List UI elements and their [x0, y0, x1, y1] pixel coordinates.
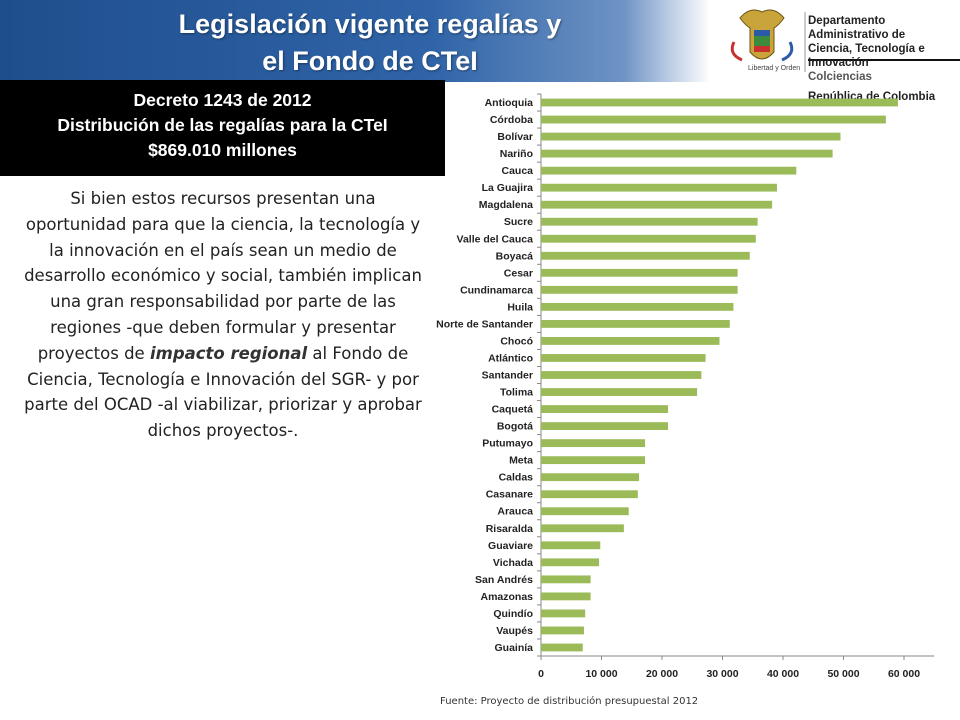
bar — [541, 319, 730, 328]
bar — [541, 592, 591, 601]
bar — [541, 439, 646, 448]
header-banner — [0, 0, 960, 82]
category-label: Sucre — [504, 216, 533, 228]
category-label: Vaupés — [496, 625, 533, 637]
category-label: Nariño — [500, 148, 533, 160]
category-label: Norte de Santander — [436, 318, 533, 330]
bar — [541, 200, 773, 209]
category-label: Valle del Cauca — [457, 233, 534, 245]
bar — [541, 456, 646, 465]
category-label: Boyacá — [496, 250, 534, 262]
x-tick-label: 20 000 — [646, 668, 678, 680]
x-tick-label: 50 000 — [827, 668, 859, 680]
body-paragraph: Si bien estos recursos presentan una opo… — [22, 186, 424, 444]
bar — [541, 98, 898, 107]
category-label: Meta — [509, 455, 533, 467]
regalias-bar-chart: Antioquia Córdoba Bolívar Nariño Cauca La Gua… — [436, 93, 935, 680]
bar — [541, 166, 797, 175]
source-note: Fuente: Proyecto de distribución presupu… — [440, 696, 699, 707]
category-label: Risaralda — [486, 523, 533, 535]
body-emphasis: impacto regional — [149, 343, 308, 363]
bar — [541, 268, 738, 277]
bar — [541, 217, 758, 226]
category-label: Vichada — [493, 557, 533, 569]
bar — [541, 558, 600, 567]
bar — [541, 473, 640, 482]
category-label: Cundinamarca — [460, 284, 533, 296]
bar — [541, 302, 734, 311]
category-label: La Guajira — [482, 182, 534, 194]
category-label: Magdalena — [479, 199, 533, 211]
logo-line-1: Departamento Administrativo de — [808, 15, 906, 41]
page-title: Legislación vigente regalías y el Fondo … — [100, 6, 640, 80]
decree-line-2: Distribución de las regalías para la CTe… — [57, 115, 388, 135]
bar — [541, 388, 698, 396]
x-tick-label: 60 000 — [888, 668, 920, 680]
category-label: Cesar — [504, 267, 533, 279]
bar — [541, 524, 624, 533]
category-label: Bogotá — [497, 421, 533, 433]
bar — [541, 115, 886, 124]
bar — [541, 132, 841, 141]
bar — [541, 609, 586, 618]
bar — [541, 626, 584, 635]
category-label: Antioquia — [485, 97, 534, 109]
bar — [541, 149, 833, 158]
category-label: Atlántico — [488, 352, 533, 364]
category-label: Amazonas — [480, 591, 533, 603]
title-line-1: Legislación vigente regalías y — [178, 9, 562, 39]
bar — [541, 405, 669, 413]
category-label: Guainía — [494, 642, 533, 654]
bar — [541, 575, 591, 584]
bar — [541, 234, 756, 243]
bar — [541, 354, 706, 362]
bar — [541, 507, 629, 516]
body-text-part-2: al Fondo de Ciencia, Tecnología e Innova… — [24, 343, 422, 441]
category-label: Caldas — [499, 472, 534, 484]
logo-text: Departamento Administrativo de Ciencia, … — [808, 14, 960, 104]
decree-box: Decreto 1243 de 2012 Distribución de las… — [0, 80, 445, 176]
category-label: Caquetá — [492, 404, 534, 416]
logo-motto: Libertad y Orden — [748, 65, 801, 72]
category-label: Quindío — [493, 608, 533, 620]
category-label: Arauca — [497, 506, 533, 518]
colciencias-logo: Departamento Administrativo de Ciencia, … — [720, 2, 960, 103]
bar — [541, 541, 601, 550]
category-label: Cauca — [501, 165, 533, 177]
x-tick-label: 0 — [538, 668, 544, 680]
bar — [541, 183, 777, 192]
category-label: Guaviare — [488, 540, 533, 552]
x-tick-label: 10 000 — [585, 668, 617, 680]
category-label: Bolívar — [497, 131, 533, 143]
bar — [541, 643, 583, 652]
title-line-2: el Fondo de CTeI — [262, 46, 478, 76]
x-tick-label: 40 000 — [767, 668, 799, 680]
logo-line-2: Ciencia, Tecnología e Innovación — [808, 43, 925, 69]
category-label: Chocó — [500, 335, 533, 347]
bar — [541, 490, 638, 499]
category-label: Córdoba — [490, 114, 533, 126]
bar — [541, 251, 750, 260]
bar — [541, 422, 669, 431]
x-tick-label: 30 000 — [706, 668, 738, 680]
bar — [541, 371, 702, 379]
bar — [541, 285, 738, 294]
category-label: Huila — [507, 301, 533, 313]
decree-line-1: Decreto 1243 de 2012 — [133, 90, 312, 110]
decree-line-3: $869.010 millones — [148, 140, 297, 160]
bar — [541, 337, 720, 345]
body-text-part-1: Si bien estos recursos presentan una opo… — [24, 189, 422, 363]
category-label: Santander — [482, 370, 533, 382]
category-label: Casanare — [486, 489, 533, 501]
logo-line-3: Colciencias — [808, 71, 872, 83]
category-label: San Andrés — [475, 574, 533, 586]
category-label: Tolima — [500, 387, 533, 399]
coat-of-arms-icon — [730, 9, 960, 72]
category-label: Putumayo — [482, 438, 533, 450]
